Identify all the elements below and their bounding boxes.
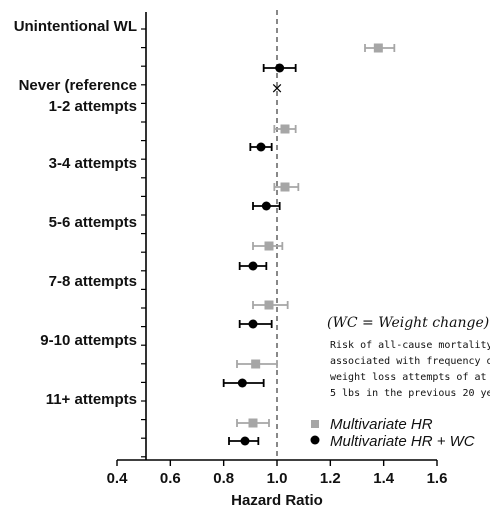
legend-square-marker <box>311 420 319 428</box>
data-point-square <box>280 182 290 192</box>
annotation-box: (WC = Weight change) Risk of all-cause m… <box>327 315 490 399</box>
category-label: 5-6 attempts <box>49 214 137 231</box>
category-label: 9-10 attempts <box>40 332 137 349</box>
x-tick-label: 0.8 <box>213 470 234 487</box>
annotation-line-2: associated with frequency of <box>330 356 490 367</box>
category-label: 1-2 attempts <box>49 98 137 115</box>
data-point-square <box>251 359 261 369</box>
data-point-circle <box>256 142 266 152</box>
x-tick-label: 0.4 <box>107 470 129 487</box>
x-tick-label: 1.2 <box>320 470 341 487</box>
x-tick-label: 1.0 <box>267 470 288 487</box>
data-point-circle <box>240 436 250 446</box>
data-marks: × <box>222 43 396 446</box>
data-point-square <box>373 43 383 53</box>
category-labels: Unintentional WL Never (reference 1-2 atte… <box>14 18 137 408</box>
data-point-circle <box>248 319 258 329</box>
data-point-circle <box>275 63 285 73</box>
reference-marker: × <box>271 79 284 97</box>
data-point-square <box>280 124 290 134</box>
legend-label-multivariate-hr-wc: Multivariate HR + WC <box>330 433 475 450</box>
x-axis-title: Hazard Ratio <box>231 492 323 509</box>
category-label: 7-8 attempts <box>49 273 137 290</box>
x-tick-label: 0.6 <box>160 470 181 487</box>
category-label: Never (reference <box>19 77 137 94</box>
category-label: Unintentional WL <box>14 18 137 35</box>
category-label: 11+ attempts <box>46 391 137 408</box>
data-point-circle <box>237 378 247 388</box>
annotation-line-1: Risk of all-cause mortality <box>330 340 490 351</box>
legend-circle-marker <box>310 435 320 445</box>
axes: 0.4 0.6 0.8 1.0 1.2 1.4 1.6 <box>107 12 448 487</box>
data-point-circle <box>261 201 271 211</box>
x-tick-label: 1.6 <box>427 470 448 487</box>
data-point-square <box>264 241 274 251</box>
legend-label-multivariate-hr: Multivariate HR <box>330 416 433 433</box>
annotation-line-4: 5 lbs in the previous 20 years <box>330 388 490 399</box>
x-tick-label: 1.4 <box>373 470 395 487</box>
annotation-title: (WC = Weight change) <box>327 315 489 331</box>
data-point-square <box>248 418 258 428</box>
annotation-line-3: weight loss attempts of at least <box>330 372 490 383</box>
data-point-circle <box>248 261 258 271</box>
legend: Multivariate HR Multivariate HR + WC <box>310 416 475 450</box>
data-point-square <box>264 300 274 310</box>
category-label: 3-4 attempts <box>49 155 137 172</box>
